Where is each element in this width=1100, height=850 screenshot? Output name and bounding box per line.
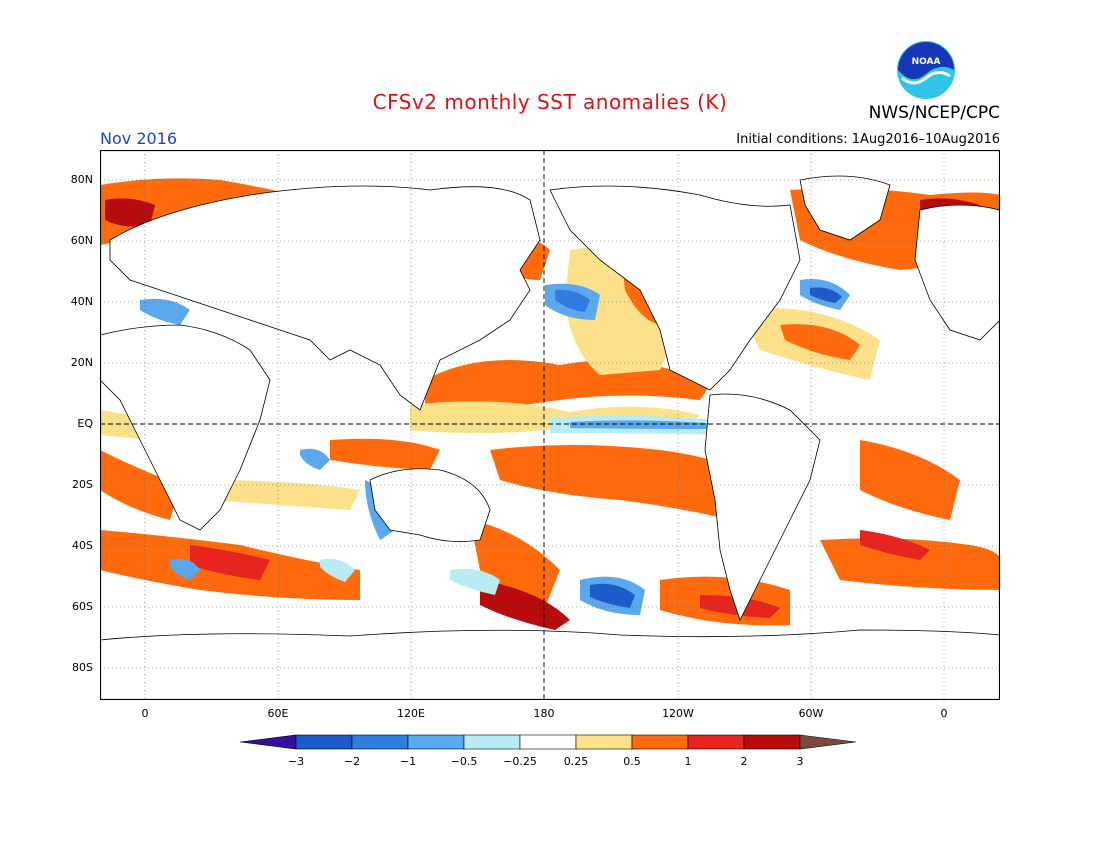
lat-label: 80S [72,661,93,674]
colorbar-segment [799,734,857,750]
antarctica-outline [100,629,1000,700]
lat-label: 40N [70,295,93,308]
europe-outline [914,204,1000,341]
lat-label: 60S [72,600,93,613]
colorbar-label: 1 [685,755,692,768]
colorbar-segment [295,734,353,750]
lat-label: 80N [70,173,93,186]
colorbar-label: 2 [741,755,748,768]
lon-label: 60E [267,707,289,720]
colorbar-label: 0.25 [564,755,589,768]
noaa-logo: NOAA [897,41,955,99]
colorbar-label: −1 [400,755,416,768]
colorbar-label: −0.5 [451,755,478,768]
colorbar-segment [519,734,577,750]
eurasia-outline [109,185,541,411]
lon-label: 120W [662,707,694,720]
month-label: Nov 2016 [100,129,178,148]
colorbar-segment [351,734,409,750]
north-america-outline [549,185,801,391]
colorbar-segment [407,734,465,750]
colorbar: −3 −2 −1 −0.5 −0.25 0.25 0.5 1 2 3 [239,734,857,768]
lon-label: 0 [940,707,948,720]
lon-label: 60W [798,707,824,720]
colorbar-label: 0.5 [623,755,641,768]
colorbar-label: −3 [288,755,304,768]
lon-label: 180 [533,707,555,720]
reference-lines [100,150,1000,700]
colorbar-segment [239,734,297,750]
australia-outline [369,468,491,543]
lat-label: EQ [77,417,93,430]
colorbar-segment [463,734,521,750]
lon-label: 0 [141,707,149,720]
chart-title: CFSv2 monthly SST anomalies (K) [372,90,728,114]
initial-conditions-label: Initial conditions: 1Aug2016–10Aug2016 [736,132,1000,147]
lat-label: 20N [70,356,93,369]
colorbar-segment [743,734,801,750]
africa-outline [100,324,271,531]
colorbar-segment [575,734,633,750]
greenland-outline [799,175,891,241]
continent-outlines [100,175,1000,700]
lat-label: 40S [72,539,93,552]
colorbar-label: −2 [344,755,360,768]
lon-label: 120E [397,707,425,720]
lat-label: 60N [70,234,93,247]
colorbar-label: 3 [797,755,804,768]
south-america-outline [704,393,821,622]
org-label: NWS/NCEP/CPC [868,103,1000,123]
lat-label: 20S [72,478,93,491]
colorbar-segment [687,734,745,750]
logo-text: NOAA [912,57,941,67]
sst-anomaly-map [100,150,1000,700]
colorbar-label: −0.25 [503,755,537,768]
colorbar-segment [631,734,689,750]
